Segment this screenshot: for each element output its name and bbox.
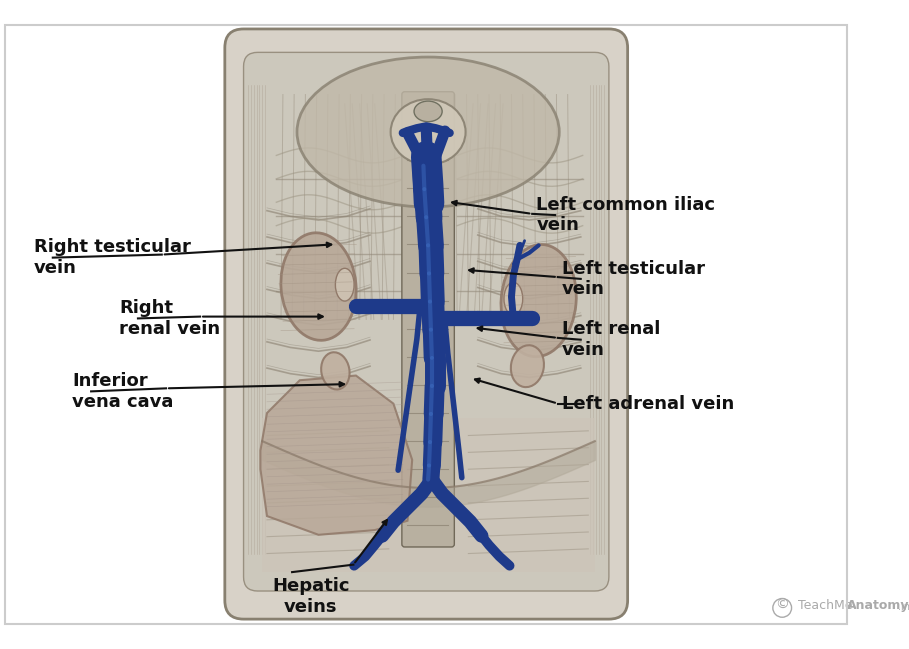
Text: Left renal
vein: Left renal vein [562, 321, 660, 359]
Text: Inferior
vena cava: Inferior vena cava [73, 372, 174, 411]
Ellipse shape [391, 99, 465, 165]
FancyBboxPatch shape [244, 53, 609, 591]
Ellipse shape [321, 352, 350, 389]
Text: Anatomy: Anatomy [847, 598, 909, 611]
Text: ©: © [775, 598, 789, 611]
Ellipse shape [281, 233, 356, 340]
Ellipse shape [335, 268, 355, 301]
Ellipse shape [415, 101, 442, 122]
Ellipse shape [511, 345, 544, 387]
Text: .info: .info [898, 602, 909, 611]
Ellipse shape [504, 282, 523, 315]
Bar [263, 418, 594, 572]
Text: Left adrenal vein: Left adrenal vein [562, 395, 734, 413]
Ellipse shape [501, 245, 576, 357]
Ellipse shape [297, 57, 559, 207]
Text: TeachMe: TeachMe [798, 598, 853, 611]
PathPatch shape [260, 376, 412, 535]
FancyBboxPatch shape [402, 92, 454, 547]
FancyBboxPatch shape [225, 29, 627, 619]
Text: Left common iliac
vein: Left common iliac vein [536, 195, 715, 234]
Text: Left testicular
vein: Left testicular vein [562, 260, 705, 299]
Text: Hepatic
veins: Hepatic veins [272, 577, 350, 616]
Text: Right testicular
vein: Right testicular vein [34, 238, 191, 277]
Text: Right
renal vein: Right renal vein [119, 299, 220, 338]
